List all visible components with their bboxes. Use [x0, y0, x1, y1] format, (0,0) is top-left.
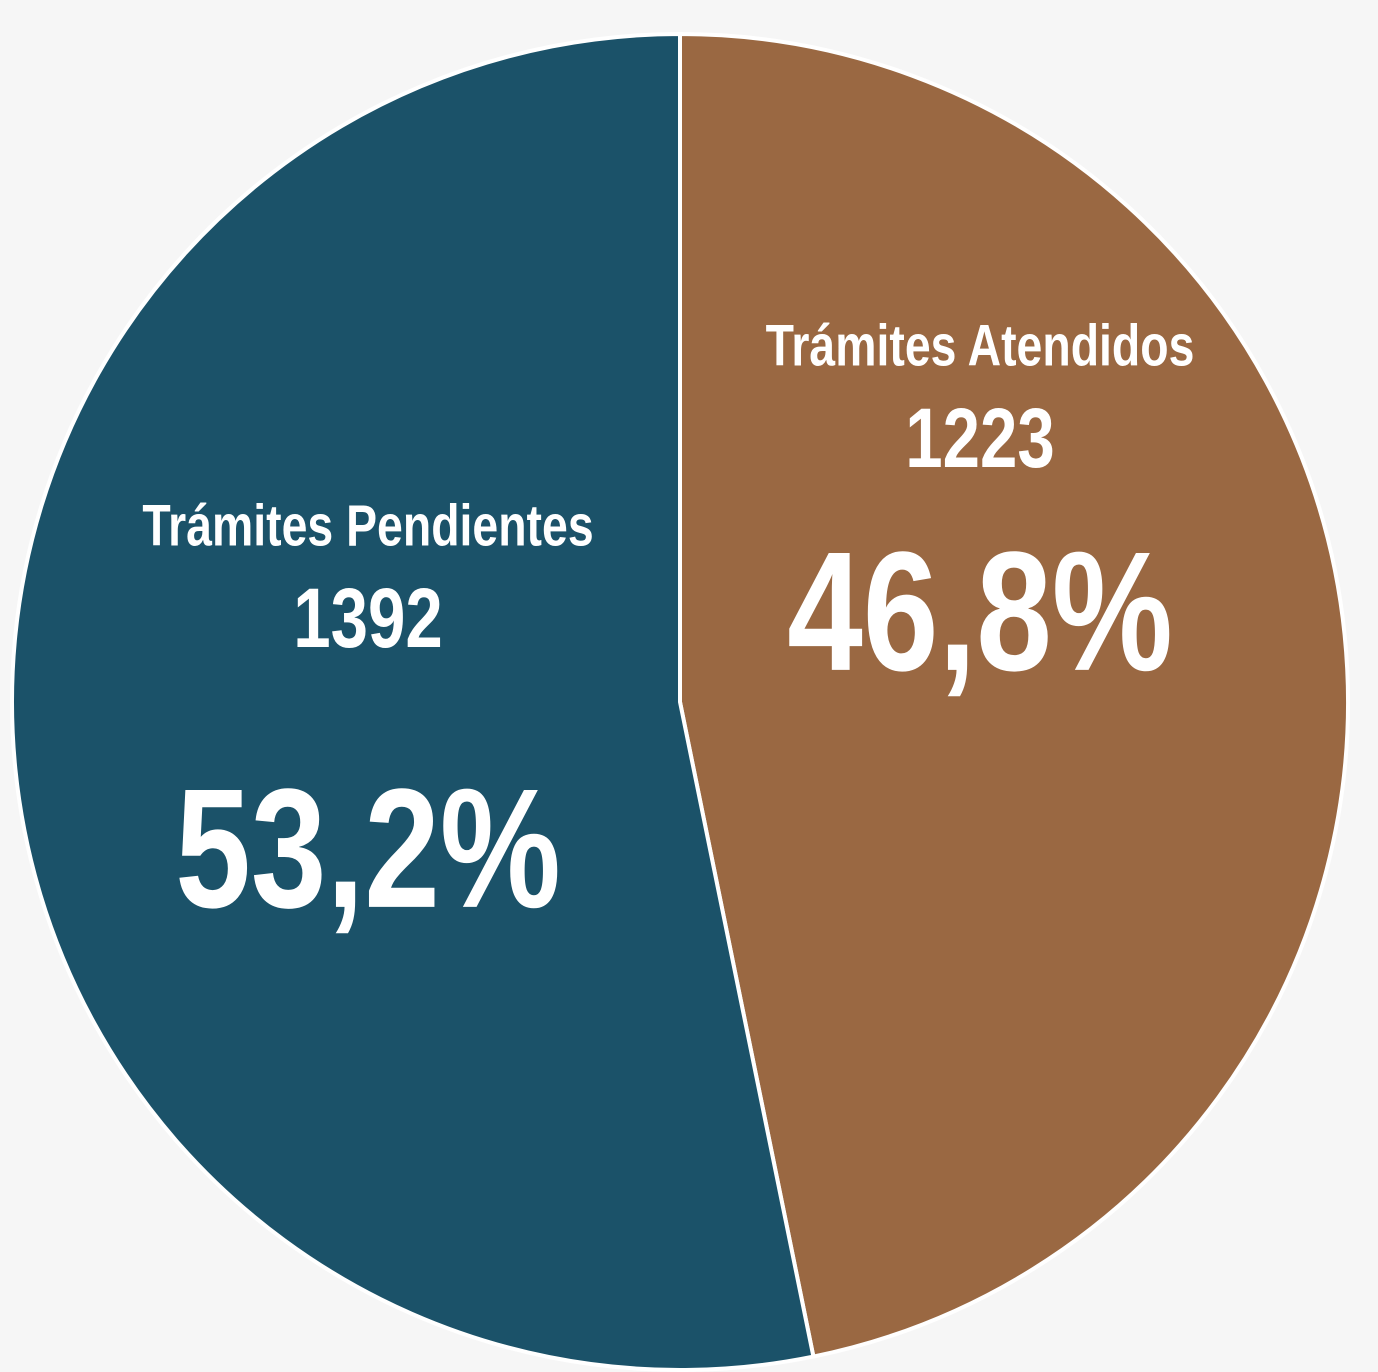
slice-percent: 53,2% [175, 753, 561, 943]
pie-slice [678, 32, 1350, 1359]
slice-name: Trámites Pendientes [142, 493, 593, 558]
slice-count: 1223 [905, 392, 1054, 486]
slice-percent: 46,8% [787, 516, 1173, 706]
slice-count: 1392 [293, 572, 442, 666]
slice-name: Trámites Atendidos [766, 313, 1195, 378]
pie-slice [9, 32, 816, 1372]
